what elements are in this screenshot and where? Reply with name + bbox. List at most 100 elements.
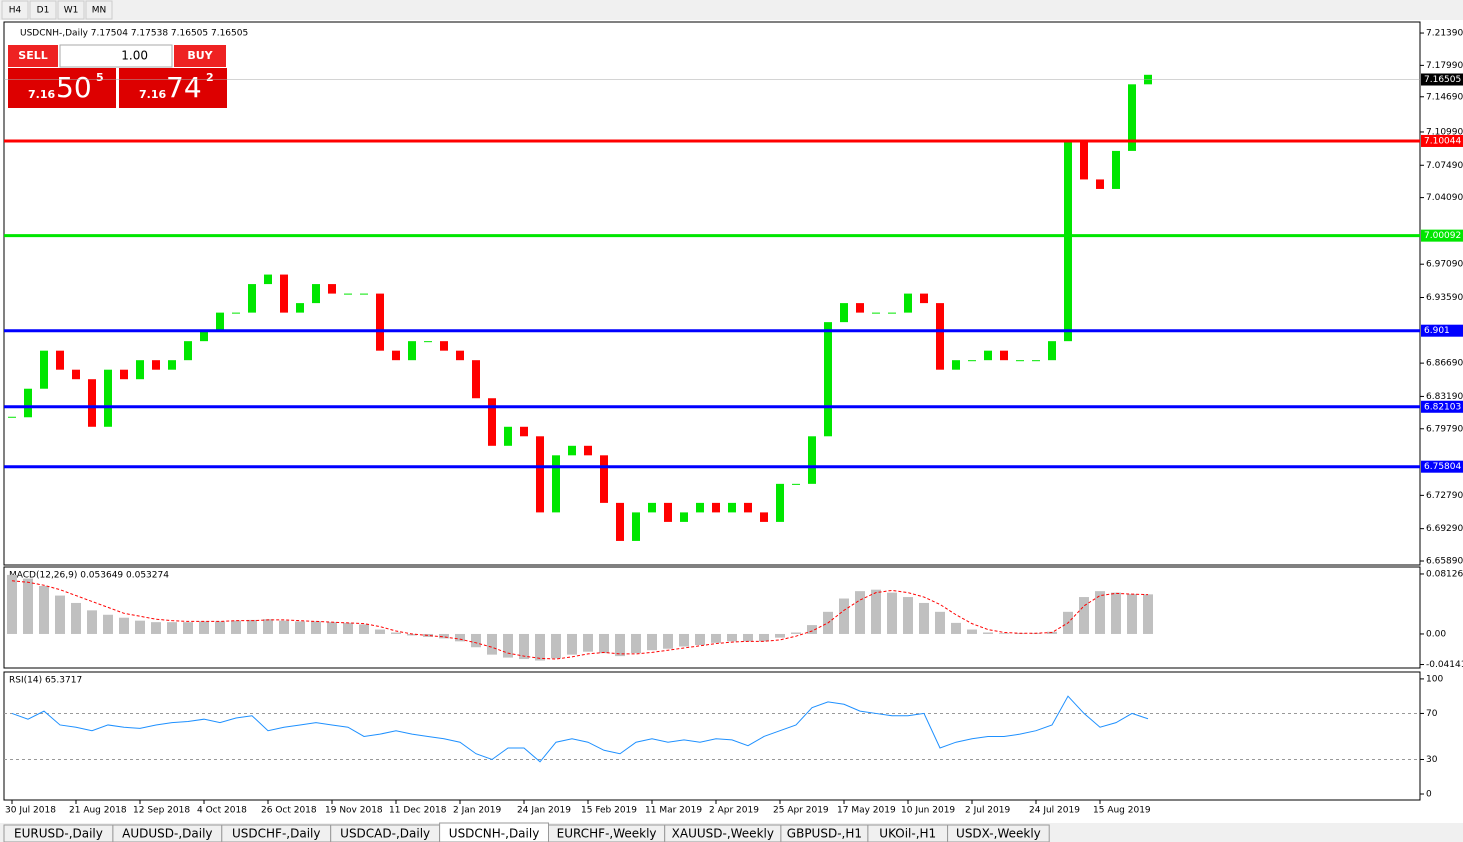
timeframe-button[interactable] (1, 0, 29, 20)
candle (840, 303, 848, 323)
macd-bar (295, 621, 305, 634)
macd-bar (583, 633, 593, 652)
macd-bar (487, 633, 497, 655)
price-panel (3, 21, 1421, 566)
macd-bar (919, 602, 929, 634)
x-tick-label: 10 Jun 2019 (901, 806, 955, 816)
y-tick-label: 6.97090 (1426, 260, 1463, 270)
symbol-tab[interactable] (947, 824, 1050, 842)
level-tag (1421, 324, 1463, 337)
candle (696, 502, 704, 513)
rsi-line (11, 695, 1149, 763)
candle (648, 502, 656, 513)
x-tick-label: 11 Mar 2019 (645, 806, 702, 816)
candle (552, 455, 560, 513)
timeframe-label: MN (92, 6, 107, 16)
candle (856, 303, 864, 313)
sell-price-big: 50 (56, 71, 92, 104)
candle (808, 436, 816, 484)
timeframe-button[interactable] (57, 0, 85, 20)
macd-bar (7, 574, 17, 634)
macd-bar (855, 591, 865, 634)
macd-signal (11, 580, 1149, 660)
x-tick-label: 12 Sep 2018 (133, 806, 190, 816)
macd-bar (87, 610, 97, 634)
macd-bar (887, 592, 897, 634)
symbol-tab-label: EURCHF-,Weekly (557, 827, 657, 841)
candle (168, 360, 176, 370)
rsi-label: RSI(14) 65.3717 (9, 676, 82, 686)
macd-bar (119, 617, 129, 634)
macd-bar (311, 621, 321, 634)
y-tick-label: 6.83190 (1426, 392, 1463, 402)
candle (376, 293, 384, 351)
y-tick-label: 70 (1426, 709, 1438, 719)
candle (456, 350, 464, 361)
x-tick-label: 24 Jan 2019 (517, 806, 571, 816)
level-tag (1421, 460, 1463, 473)
x-tick-label: 17 May 2019 (837, 806, 896, 816)
sell-label: SELL (18, 49, 47, 62)
level-label: 6.82103 (1424, 402, 1461, 412)
macd-bar (103, 614, 113, 634)
x-tick-label: 2 Apr 2019 (709, 806, 759, 816)
buy-price-box[interactable] (119, 68, 227, 108)
macd-bar (391, 632, 401, 634)
candle (504, 426, 512, 446)
macd-bar (663, 633, 673, 649)
sell-price-prefix: 7.16 (28, 88, 55, 101)
y-tick-label: 6.93590 (1426, 293, 1463, 303)
lot-value: 1.00 (121, 49, 148, 63)
candle (536, 436, 544, 513)
macd-bar (535, 633, 545, 661)
macd-bar (631, 633, 641, 654)
y-tick-label: 6.72790 (1426, 491, 1463, 501)
macd-bar (743, 633, 753, 642)
macd-bar (279, 620, 289, 634)
macd-bar (679, 633, 689, 647)
timeframe-button[interactable] (29, 0, 57, 20)
candle (744, 502, 752, 513)
candle (632, 512, 640, 541)
candle (72, 369, 80, 380)
sell-price-sup: 5 (96, 71, 104, 84)
current-price-tag (1421, 73, 1463, 86)
timeframe-label: D1 (37, 6, 50, 16)
macd-bar (215, 621, 225, 634)
symbol-tab-label: USDX-,Weekly (956, 827, 1041, 841)
x-tick-label: 25 Apr 2019 (773, 806, 829, 816)
macd-bar (23, 578, 33, 634)
macd-bar (231, 620, 241, 634)
macd-bar (167, 622, 177, 634)
y-tick-label: 7.07490 (1426, 161, 1463, 171)
timeframe-label: H4 (9, 6, 22, 16)
macd-bar (727, 633, 737, 642)
macd-bar (39, 585, 49, 634)
macd-panel (3, 566, 1421, 669)
candle (680, 512, 688, 522)
candle (184, 341, 192, 361)
candle (264, 274, 272, 285)
candle (328, 284, 336, 294)
symbol-tab-label: USDCNH-,Daily (449, 827, 540, 841)
lot-input[interactable] (59, 44, 173, 68)
y-tick-label: 6.65890 (1426, 557, 1463, 567)
y-tick-label: 100 (1426, 674, 1443, 684)
level-tag (1421, 229, 1463, 242)
candle (24, 388, 32, 418)
macd-bar (407, 633, 417, 636)
y-tick-label: 0.00 (1426, 629, 1446, 639)
y-tick-label: 30 (1426, 755, 1438, 765)
macd-bar (343, 622, 353, 634)
macd-bar (263, 619, 273, 634)
candle (280, 274, 288, 313)
candle (488, 398, 496, 446)
sell-price-box[interactable] (8, 68, 116, 108)
y-tick-label: 7.21390 (1426, 29, 1463, 39)
sell-button[interactable] (8, 45, 58, 67)
buy-price-prefix: 7.16 (139, 88, 166, 101)
buy-button[interactable] (174, 45, 226, 67)
timeframe-button[interactable] (85, 0, 113, 20)
